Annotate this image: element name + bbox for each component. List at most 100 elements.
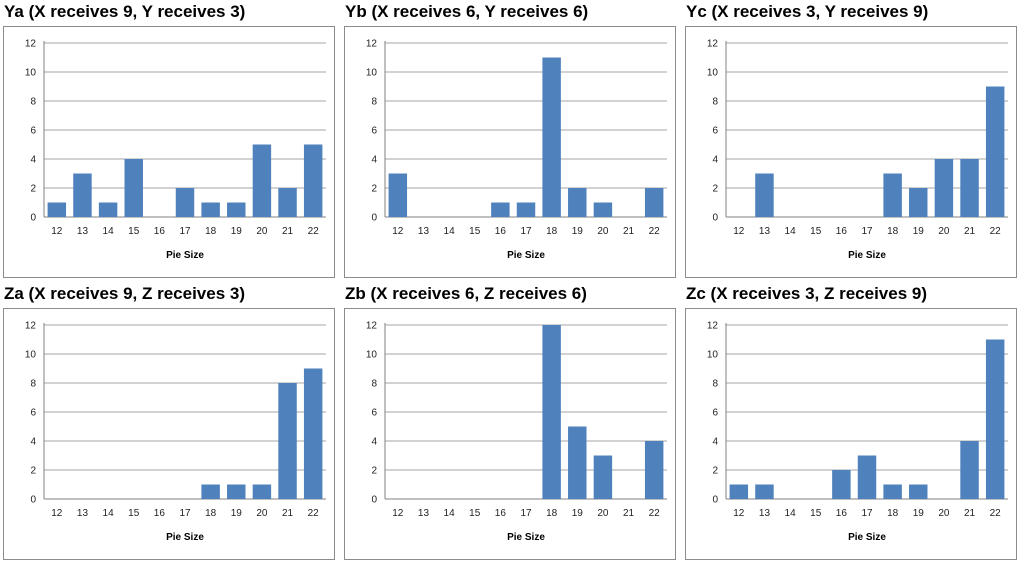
x-tick-label: 22 bbox=[990, 226, 1002, 237]
x-tick-label: 14 bbox=[444, 226, 456, 237]
x-tick-label: 12 bbox=[392, 508, 404, 519]
x-tick-label: 17 bbox=[861, 508, 873, 519]
x-axis-label: Pie Size bbox=[507, 532, 545, 543]
chart-panel: Ya (X receives 9, Y receives 3) 0 2 4 6 8 10 12… bbox=[0, 0, 338, 282]
x-tick-label: 14 bbox=[444, 508, 456, 519]
bar-chart: 0 2 4 6 8 10 12 12 13 14 15 16 17 18 19 20 21 22 Pie Size bbox=[366, 39, 667, 261]
bar-chart: 0 2 4 6 8 10 12 12 13 14 15 16 17 18 19 20 21 22 Pie Size bbox=[707, 39, 1008, 261]
y-tick-label: 0 bbox=[712, 213, 718, 224]
x-tick-label: 17 bbox=[861, 226, 873, 237]
y-tick-label: 8 bbox=[30, 379, 36, 390]
x-tick-label: 20 bbox=[256, 226, 268, 237]
x-tick-label: 20 bbox=[256, 508, 268, 519]
bar bbox=[201, 484, 220, 499]
bar bbox=[934, 159, 954, 217]
bar bbox=[960, 441, 979, 499]
chart-frame: 0 2 4 6 8 10 12 12 13 14 15 16 17 18 19 20 21 22 Pie Size bbox=[344, 26, 676, 278]
x-tick-label: 17 bbox=[520, 508, 532, 519]
bar bbox=[47, 202, 67, 217]
y-tick-label: 12 bbox=[366, 321, 378, 332]
y-tick-label: 2 bbox=[712, 466, 718, 477]
y-tick-label: 2 bbox=[30, 466, 36, 477]
chart-frame: 0 2 4 6 8 10 12 12 13 14 15 16 17 18 19 20 21 22 Pie Size bbox=[3, 308, 335, 560]
bar bbox=[201, 202, 220, 217]
x-axis-label: Pie Size bbox=[166, 250, 204, 261]
y-tick-label: 2 bbox=[371, 184, 377, 195]
y-tick-label: 0 bbox=[712, 495, 718, 506]
x-tick-label: 18 bbox=[205, 508, 217, 519]
x-tick-label: 22 bbox=[308, 226, 320, 237]
x-tick-label: 13 bbox=[418, 226, 430, 237]
bar bbox=[175, 188, 195, 217]
y-tick-label: 8 bbox=[371, 97, 377, 108]
x-tick-label: 17 bbox=[520, 226, 532, 237]
y-tick-label: 12 bbox=[707, 321, 719, 332]
bar bbox=[278, 383, 297, 499]
chart-panel: Zc (X receives 3, Z receives 9) 0 2 4 6 8 10 12… bbox=[682, 282, 1020, 564]
x-tick-label: 18 bbox=[546, 508, 558, 519]
y-tick-label: 10 bbox=[366, 68, 378, 79]
x-axis-label: Pie Size bbox=[848, 250, 886, 261]
bar bbox=[73, 173, 92, 217]
bar bbox=[883, 173, 902, 217]
y-tick-label: 4 bbox=[712, 437, 718, 448]
bar bbox=[542, 325, 561, 499]
bar bbox=[252, 144, 272, 217]
bar-chart: 0 2 4 6 8 10 12 12 13 14 15 16 17 18 19 20 21 22 Pie Size bbox=[366, 321, 667, 543]
bar bbox=[303, 144, 323, 217]
x-tick-label: 15 bbox=[810, 508, 822, 519]
y-tick-label: 10 bbox=[366, 350, 378, 361]
x-tick-label: 12 bbox=[733, 508, 745, 519]
x-tick-label: 16 bbox=[154, 226, 166, 237]
bar bbox=[388, 173, 408, 217]
y-tick-label: 6 bbox=[371, 408, 377, 419]
chart-title: Zc (X receives 3, Z receives 9) bbox=[686, 284, 927, 303]
x-tick-label: 19 bbox=[572, 508, 584, 519]
chart-panel: Yc (X receives 3, Y receives 9) 0 2 4 6 8 10 12… bbox=[682, 0, 1020, 282]
y-tick-label: 8 bbox=[712, 379, 718, 390]
y-tick-label: 8 bbox=[712, 97, 718, 108]
y-tick-label: 4 bbox=[712, 155, 718, 166]
chart-frame: 0 2 4 6 8 10 12 12 13 14 15 16 17 18 19 20 21 22 Pie Size bbox=[685, 308, 1017, 560]
y-tick-label: 6 bbox=[371, 126, 377, 137]
y-tick-label: 0 bbox=[30, 495, 36, 506]
x-tick-label: 22 bbox=[308, 508, 320, 519]
x-tick-label: 19 bbox=[231, 226, 243, 237]
chart-title: Ya (X receives 9, Y receives 3) bbox=[4, 2, 246, 21]
bar bbox=[985, 86, 1005, 217]
bar bbox=[227, 484, 246, 499]
x-tick-label: 13 bbox=[418, 508, 430, 519]
x-tick-label: 22 bbox=[990, 508, 1002, 519]
chart-title: Yc (X receives 3, Y receives 9) bbox=[686, 2, 929, 21]
x-axis-label: Pie Size bbox=[848, 532, 886, 543]
bar bbox=[568, 426, 587, 499]
x-tick-label: 13 bbox=[759, 226, 771, 237]
x-axis-label: Pie Size bbox=[507, 250, 545, 261]
bar bbox=[252, 484, 272, 499]
y-tick-label: 0 bbox=[30, 213, 36, 224]
y-tick-label: 8 bbox=[30, 97, 36, 108]
x-tick-label: 14 bbox=[103, 508, 115, 519]
x-tick-label: 19 bbox=[572, 226, 584, 237]
x-tick-label: 20 bbox=[938, 508, 950, 519]
x-tick-label: 21 bbox=[282, 508, 294, 519]
y-tick-label: 0 bbox=[371, 213, 377, 224]
y-tick-label: 12 bbox=[366, 39, 378, 50]
x-tick-label: 21 bbox=[282, 226, 294, 237]
x-tick-label: 20 bbox=[938, 226, 950, 237]
x-tick-label: 17 bbox=[179, 508, 191, 519]
bar bbox=[883, 484, 902, 499]
x-tick-label: 16 bbox=[836, 508, 848, 519]
bar bbox=[124, 159, 143, 217]
chart-panel: Yb (X receives 6, Y receives 6) 0 2 4 6 8 10 12… bbox=[341, 0, 679, 282]
bar bbox=[593, 202, 613, 217]
chart-frame: 0 2 4 6 8 10 12 12 13 14 15 16 17 18 19 20 21 22 Pie Size bbox=[344, 308, 676, 560]
chart-title: Zb (X receives 6, Z receives 6) bbox=[345, 284, 587, 303]
x-axis-label: Pie Size bbox=[166, 532, 204, 543]
bar bbox=[909, 188, 928, 217]
x-tick-label: 15 bbox=[128, 226, 140, 237]
y-tick-label: 2 bbox=[30, 184, 36, 195]
x-tick-label: 15 bbox=[128, 508, 140, 519]
x-tick-label: 20 bbox=[597, 226, 609, 237]
bar bbox=[227, 202, 246, 217]
